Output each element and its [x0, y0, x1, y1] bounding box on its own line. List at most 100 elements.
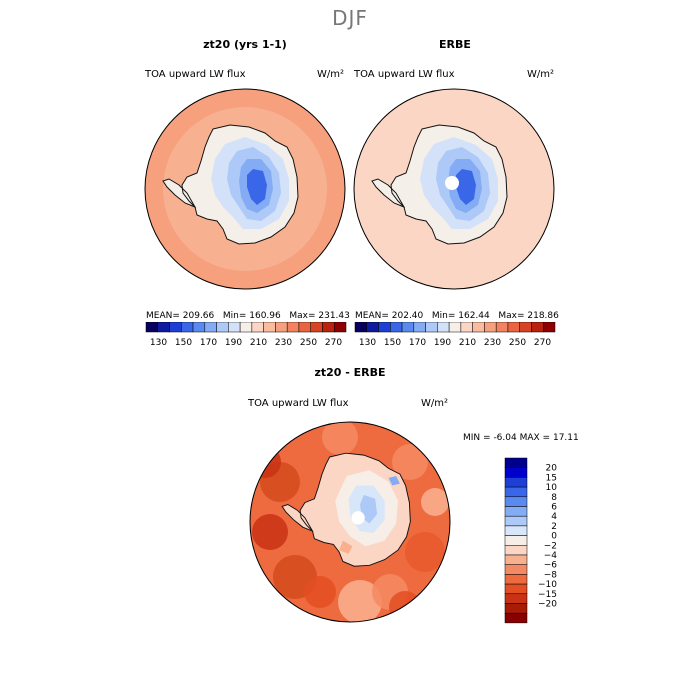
colorbar-level-label: 8	[551, 493, 557, 503]
map-boundary	[249, 421, 451, 623]
colorbar-swatch	[504, 545, 528, 556]
colorbar-tick-label: 130	[150, 338, 167, 348]
colorbar-swatch	[298, 322, 311, 333]
colorbar-tick-label: 150	[384, 338, 401, 348]
colorbar-level-label: −20	[538, 600, 557, 610]
panel1-min-label: Min=	[222, 311, 247, 321]
colorbar-level-label: 4	[551, 512, 557, 522]
panel1-max-label: Max=	[289, 311, 316, 321]
colorbar-swatch	[181, 322, 194, 333]
panel3-map	[249, 421, 451, 623]
colorbar-swatch	[192, 322, 206, 333]
colorbar-tick-label: 170	[200, 338, 217, 348]
colorbar-swatch	[216, 322, 229, 333]
colorbar-swatch	[504, 496, 528, 507]
colorbar-swatch	[542, 322, 556, 333]
panel1-stats: MEAN= 209.66 Min= 160.96 Max= 231.43	[146, 311, 350, 321]
colorbar-tick-label: 270	[325, 338, 342, 348]
colorbar-swatch	[401, 322, 415, 333]
colorbar-swatch	[504, 564, 528, 575]
colorbar-level-label: −2	[544, 541, 557, 551]
panel1-mean-label: MEAN=	[146, 311, 180, 321]
coastline	[390, 124, 508, 245]
colorbar-tick-label: 270	[534, 338, 551, 348]
panel1-min-value: 160.96	[249, 311, 281, 321]
pole-hole	[351, 511, 365, 525]
colorbar-swatch	[354, 322, 368, 333]
panel2-stats: MEAN= 202.40 Min= 162.44 Max= 218.86	[355, 311, 559, 321]
colorbar-swatch	[504, 574, 528, 585]
colorbar-swatch	[157, 322, 170, 333]
panel3-field-label: TOA upward LW flux	[248, 398, 349, 409]
panel2-field-label: TOA upward LW flux	[354, 69, 455, 80]
colorbar-swatch	[504, 535, 528, 546]
colorbar-level-label: 15	[546, 473, 557, 483]
panel3-title: zt20 - ERBE	[314, 366, 386, 379]
colorbar-swatch	[504, 515, 528, 527]
colorbar-swatch	[504, 467, 528, 478]
colorbar-swatch	[286, 322, 300, 333]
colorbar-tick-label: 190	[225, 338, 242, 348]
panel1-title: zt20 (yrs 1-1)	[203, 38, 287, 51]
panel3-stats: MIN = -6.04 MAX = 17.11	[463, 433, 579, 443]
peninsula-coastline	[281, 503, 314, 533]
coastline	[181, 124, 299, 245]
anomaly-patch	[405, 532, 445, 572]
colorbar-swatch	[504, 554, 528, 565]
colorbar-level-label: −15	[538, 590, 557, 600]
colorbar-swatch	[228, 322, 241, 333]
colorbar-swatch	[504, 583, 528, 595]
colorbar-swatch	[504, 486, 528, 498]
anomaly-patch	[250, 446, 281, 478]
colorbar-level-label: −8	[544, 570, 558, 580]
colorbar-swatch	[251, 322, 264, 333]
colorbar-swatch	[204, 322, 217, 333]
panel1-max-value: 231.43	[318, 311, 350, 321]
colorbar-swatch	[495, 322, 509, 333]
colorbar-swatch	[504, 603, 528, 614]
panel3-max-value: 17.11	[552, 433, 579, 443]
difference-contour-5	[339, 540, 353, 554]
colorbar-swatch	[460, 322, 473, 333]
colorbar-swatch	[333, 322, 347, 333]
difference-contour-4	[388, 476, 400, 486]
colorbar-tick-label: 150	[175, 338, 192, 348]
colorbar-swatch	[169, 322, 182, 333]
colorbar-level-label: 20	[546, 464, 558, 474]
panel1-units: W/m²	[317, 69, 345, 80]
colorbar-level-label: 6	[551, 503, 557, 513]
colorbar-swatch	[519, 322, 532, 333]
colorbar-swatch	[390, 322, 403, 333]
colorbar-tick-label: 210	[459, 338, 476, 348]
page-title: DJF	[332, 6, 368, 30]
colorbar-tick-label: 250	[300, 338, 317, 348]
peninsula-coastline	[162, 178, 197, 208]
colorbar-tick-label: 170	[409, 338, 426, 348]
panel1-field-label: TOA upward LW flux	[145, 69, 246, 80]
peninsula-fill	[163, 179, 195, 207]
colorbar-swatch	[310, 322, 323, 333]
map-boundary	[144, 88, 346, 290]
colorbar-swatch	[531, 322, 544, 333]
colorbar-swatch	[484, 322, 497, 333]
colorbar-tick-label: 230	[275, 338, 292, 348]
colorbar-level-label: −4	[544, 551, 558, 561]
anomaly-patch	[421, 488, 449, 516]
colorbar-tick-label: 190	[434, 338, 451, 348]
panel2-mean-value: 202.40	[391, 311, 424, 321]
colorbar-level-label: −6	[544, 561, 558, 571]
panel2-title: ERBE	[439, 38, 471, 51]
anomaly-patch	[392, 444, 428, 480]
peninsula-fill	[282, 504, 313, 532]
colorbar-swatch	[504, 525, 528, 536]
panel2-max-value: 218.86	[527, 311, 559, 321]
colorbar-swatch	[437, 322, 450, 333]
anomaly-patch	[252, 514, 288, 550]
map-boundary	[353, 88, 555, 290]
colorbar-swatch	[425, 322, 438, 333]
colorbar-swatch	[378, 322, 391, 333]
panel1-mean-value: 209.66	[182, 311, 215, 321]
anomaly-patch	[322, 422, 358, 455]
colorbar-swatch	[239, 322, 253, 333]
colorbar-swatch	[504, 477, 528, 488]
